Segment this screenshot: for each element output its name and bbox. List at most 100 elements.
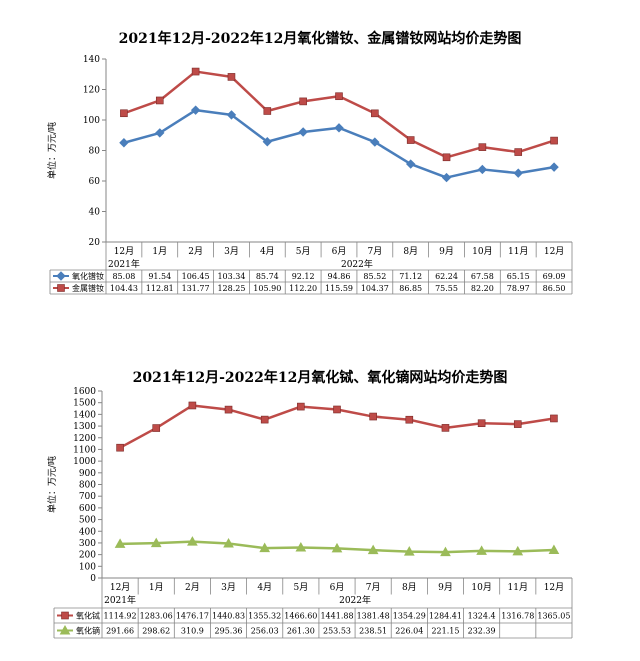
data-label: 295.36 <box>215 627 243 636</box>
x-tick-label: 5月 <box>293 582 308 593</box>
x-tick-label: 9月 <box>438 582 453 593</box>
x-tick-label: 12月 <box>544 582 564 593</box>
y-axis-label: 单位：万元/吨 <box>46 122 58 179</box>
data-point <box>298 127 308 137</box>
data-point <box>187 536 198 546</box>
y-tick-label: 100 <box>83 116 100 126</box>
y-tick-label: 500 <box>79 516 96 526</box>
y-tick-label: 400 <box>79 527 96 537</box>
data-label: 78.97 <box>507 284 530 293</box>
y-tick-label: 80 <box>89 147 101 157</box>
data-label: 1476.17 <box>176 612 209 621</box>
y-tick-label: 0 <box>90 574 96 584</box>
x-tick-label: 3月 <box>224 246 239 257</box>
data-label: 131.77 <box>182 284 210 293</box>
data-point <box>224 405 233 414</box>
legend-swatch-marker <box>61 611 69 620</box>
x-tick-label: 3月 <box>221 582 236 593</box>
legend-swatch-marker <box>56 271 66 281</box>
data-point <box>155 96 164 105</box>
y-tick-label: 100 <box>79 562 96 572</box>
x-tick-label: 2月 <box>185 582 200 593</box>
data-point <box>263 107 272 115</box>
data-label: 67.58 <box>471 272 494 281</box>
data-point <box>155 128 165 138</box>
data-point <box>442 153 451 162</box>
y-tick-label: 700 <box>79 492 96 502</box>
data-label: 128.25 <box>217 284 245 293</box>
data-label: 310.9 <box>181 627 204 636</box>
data-point <box>226 110 237 120</box>
data-point <box>441 424 450 432</box>
data-point <box>367 544 379 555</box>
y-tick-label: 140 <box>83 55 100 65</box>
data-label: 1324.4 <box>468 612 496 621</box>
data-point <box>334 123 344 133</box>
y-tick-label: 1400 <box>73 410 96 420</box>
data-point <box>549 162 559 172</box>
x-tick-label: 6月 <box>332 246 347 257</box>
y-tick-label: 600 <box>79 504 96 514</box>
data-label: 62.24 <box>435 272 458 281</box>
y-tick-label: 40 <box>89 208 101 218</box>
data-label: 298.62 <box>142 627 170 636</box>
data-point <box>513 168 523 178</box>
y-tick-label: 200 <box>79 551 96 561</box>
data-label: 1365.05 <box>537 612 570 621</box>
series-line <box>123 108 555 179</box>
data-label: 261.30 <box>287 627 315 636</box>
data-label: 1355.32 <box>248 612 281 621</box>
year-label: 2022年 <box>341 258 373 270</box>
data-label: 1283.06 <box>140 612 173 621</box>
data-point <box>119 138 129 148</box>
data-point <box>259 542 271 553</box>
data-label: 1354.29 <box>393 612 426 621</box>
data-label: 232.39 <box>468 627 496 636</box>
data-point <box>514 148 523 156</box>
data-label: 91.54 <box>148 272 171 281</box>
data-label: 106.45 <box>182 272 210 281</box>
data-point <box>297 402 305 411</box>
data-label: 85.74 <box>256 272 279 281</box>
x-tick-label: 12月 <box>544 246 564 257</box>
chart-title: 2021年12月-2022年12月氧化镨钕、金属镨钕网站均价走势图 <box>119 30 522 47</box>
y-tick-label: 1100 <box>73 445 96 455</box>
data-point <box>513 420 522 428</box>
data-label: 65.15 <box>507 272 530 281</box>
y-tick-label: 300 <box>79 539 96 549</box>
data-label: 253.53 <box>323 627 351 636</box>
x-tick-label: 10月 <box>472 246 492 257</box>
legend-label: 氧化镝 <box>76 626 100 636</box>
y-tick-label: 1200 <box>73 434 96 444</box>
data-label: 103.34 <box>217 272 245 281</box>
data-point <box>476 545 487 555</box>
y-tick-label: 1600 <box>73 387 96 397</box>
x-tick-label: 2月 <box>188 246 203 257</box>
data-point <box>299 97 307 106</box>
data-point <box>120 109 128 118</box>
x-tick-label: 4月 <box>257 582 272 593</box>
y-tick-label: 1000 <box>73 457 96 467</box>
data-point <box>295 541 307 552</box>
data-point <box>512 545 524 556</box>
data-label: 112.20 <box>289 284 317 293</box>
data-label: 85.52 <box>363 272 386 281</box>
data-point <box>477 164 488 175</box>
data-point <box>188 401 197 410</box>
chart-terbium-dysprosium: 2021年12月-2022年12月氧化铽、氧化镝网站均价走势图 单位：万元/吨 0 1… <box>0 335 640 657</box>
data-label: 71.12 <box>399 272 422 281</box>
data-point <box>335 92 343 101</box>
data-label: 69.09 <box>543 272 566 281</box>
x-tick-label: 8月 <box>403 246 418 257</box>
x-tick-label: 1月 <box>149 582 164 593</box>
data-point <box>371 109 379 118</box>
data-label: 94.86 <box>328 272 351 281</box>
data-point <box>114 538 126 548</box>
data-point <box>262 137 273 147</box>
legend-label: 氧化镨钕 <box>72 271 104 281</box>
chart-praseodymium-neodymium: 2021年12月-2022年12月氧化镨钕、金属镨钕网站均价走势图单位：万元/吨… <box>0 0 640 320</box>
data-label: 226.04 <box>395 627 423 636</box>
data-point <box>333 405 341 414</box>
data-point <box>369 412 377 421</box>
x-tick-label: 9月 <box>439 246 454 257</box>
